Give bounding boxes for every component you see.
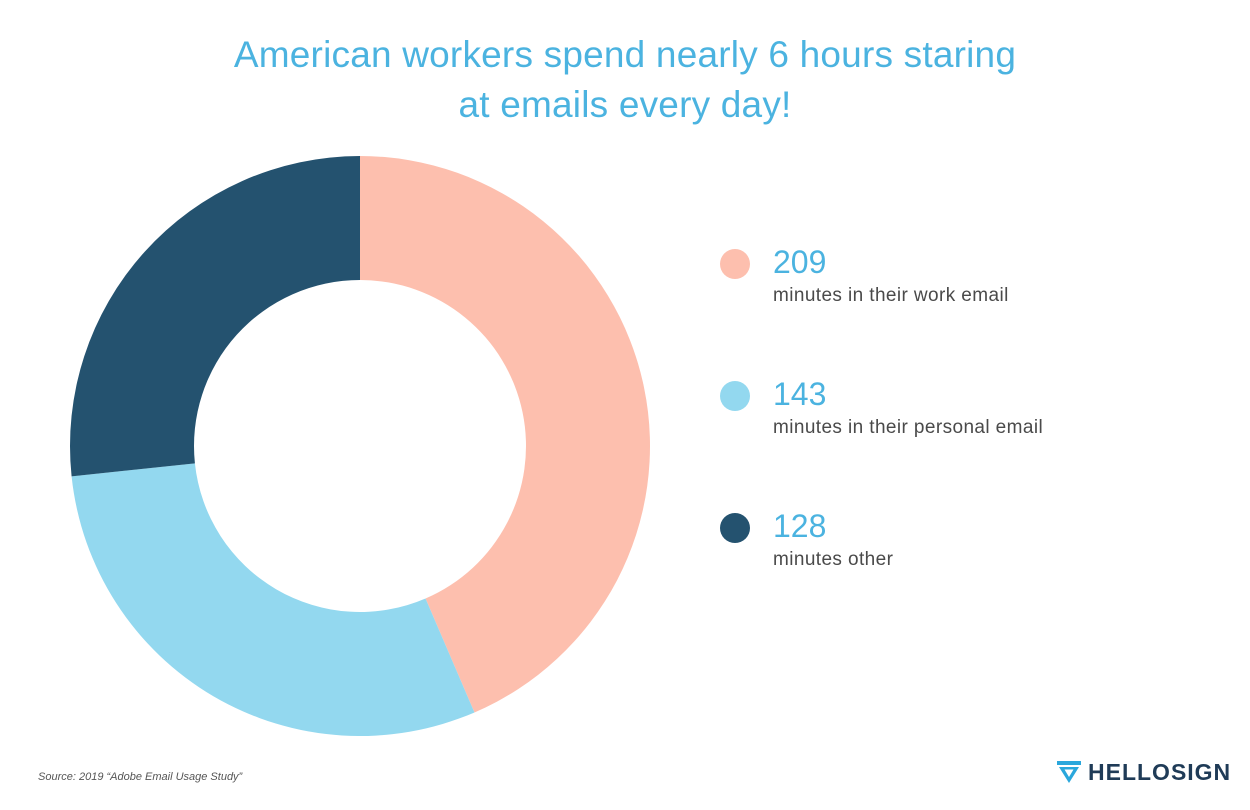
legend-value-work-email: 209 — [773, 244, 827, 280]
legend-label-other: minutes other — [773, 549, 894, 570]
legend-item-personal-email: 143 minutes in their personal email — [718, 372, 1218, 504]
chart-title: American workers spend nearly 6 hours st… — [0, 30, 1250, 130]
chart-title-line-1: American workers spend nearly 6 hours st… — [233, 34, 1017, 75]
legend-item-other: 128 minutes other — [718, 504, 1218, 636]
legend-label-personal-email: minutes in their personal email — [773, 417, 1044, 438]
brand-logo: HELLOSIGN — [1056, 757, 1231, 787]
chart-legend: 209 minutes in their work email 143 minu… — [718, 240, 1218, 636]
brand-name: HELLOSIGN — [1088, 758, 1232, 785]
legend-swatch-work-email — [720, 249, 750, 279]
chart-title-line-2: at emails every day! — [458, 84, 792, 125]
legend-label-work-email: minutes in their work email — [773, 285, 1009, 306]
hellosign-logo-icon — [1057, 761, 1081, 783]
legend-swatch-personal-email — [720, 381, 750, 411]
donut-slice-personal-email — [71, 463, 475, 737]
legend-value-other: 128 — [773, 508, 827, 544]
source-note: Source: 2019 “Adobe Email Usage Study” — [38, 771, 243, 783]
donut-slice-work-email — [360, 156, 651, 713]
legend-swatch-other — [720, 513, 750, 543]
legend-item-work-email: 209 minutes in their work email — [718, 240, 1218, 372]
donut-slice-other — [70, 156, 360, 477]
legend-value-personal-email: 143 — [773, 376, 827, 412]
